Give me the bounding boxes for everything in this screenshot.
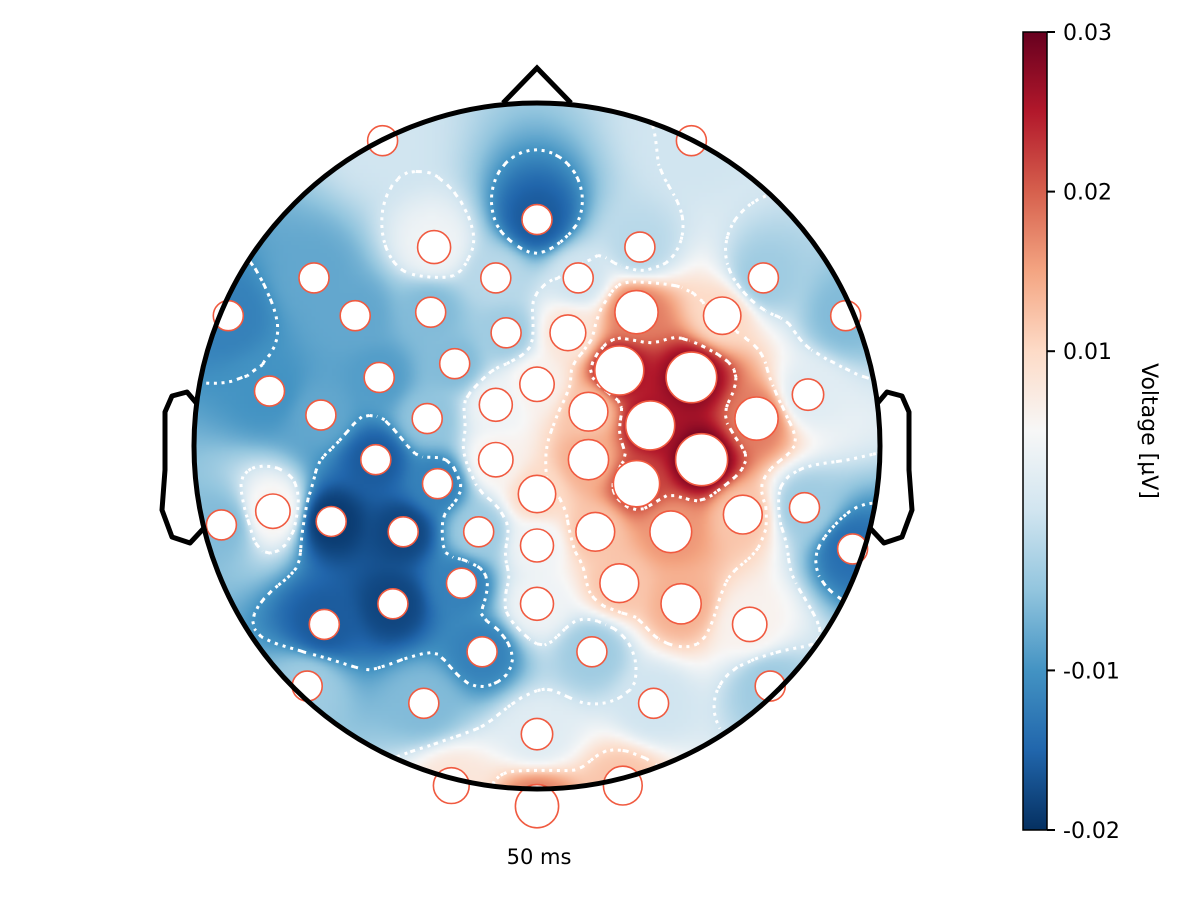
right-ear-outline [868, 389, 915, 546]
colorbar-tick-label: -0.01 [1063, 659, 1120, 684]
electrode-marker [519, 586, 555, 622]
contour-lines [194, 103, 880, 789]
electrode-marker [308, 608, 341, 641]
electrode-marker [521, 203, 553, 236]
electrode-marker [734, 396, 779, 442]
electrode-marker [291, 670, 324, 702]
electrode-marker [411, 402, 444, 435]
contour-line [194, 148, 880, 688]
electrode-marker [478, 387, 514, 423]
electrode-marker [660, 582, 703, 625]
electrode-marker [731, 606, 768, 643]
electrode-marker [649, 510, 693, 554]
electrode-marker [298, 262, 330, 294]
colorbar-tick-label: 0.01 [1063, 340, 1112, 365]
electrode-marker [614, 289, 659, 335]
electrode-marker [479, 262, 512, 294]
electrode-marker [519, 528, 555, 563]
electrode-markers [205, 124, 869, 829]
electrode-marker [612, 459, 661, 508]
colorbar-label: Voltage [µV] [1136, 363, 1161, 499]
electrode-marker [490, 316, 522, 349]
electrode-marker [466, 635, 498, 668]
electrode-marker [462, 515, 495, 548]
electrode-marker [514, 783, 560, 829]
colorbar-ticks: 0.03 0.02 0.01 -0.01 -0.02 [1047, 21, 1120, 844]
electrode-marker [517, 474, 557, 514]
head-outline [191, 100, 883, 792]
electrode-marker [477, 441, 514, 478]
electrode-marker [305, 399, 337, 431]
electrode-marker [421, 467, 454, 500]
electrode-marker [416, 229, 452, 265]
electrode-marker [363, 361, 396, 394]
electrode-marker [377, 587, 409, 620]
colorbar-tick-label: -0.02 [1063, 819, 1120, 844]
colorbar-tick-label: 0.02 [1063, 181, 1112, 206]
electrode-marker [438, 347, 471, 380]
electrode-marker [599, 562, 640, 604]
electrode-marker [414, 296, 447, 329]
electrode-marker [747, 262, 780, 294]
colorbar-gradient [1022, 31, 1048, 831]
electrode-marker [702, 296, 742, 336]
electrode-marker [315, 505, 348, 538]
electrode-marker [253, 375, 286, 407]
electrode-marker [575, 511, 616, 552]
time-label: 50 ms [507, 845, 572, 869]
electrode-marker [567, 438, 610, 481]
electrode-marker [637, 687, 670, 720]
electrode-marker [518, 366, 555, 403]
electrode-marker [254, 493, 291, 530]
electrode-marker [339, 299, 372, 332]
left-ear-outline [159, 389, 206, 546]
electrode-marker [520, 717, 554, 751]
electrode-marker [359, 443, 392, 476]
electrode-marker [665, 351, 718, 404]
electrode-marker [593, 345, 645, 396]
electrode-marker [407, 687, 440, 720]
electrode-marker [205, 509, 238, 541]
electrode-marker [791, 378, 825, 412]
electrode-marker [722, 494, 763, 535]
electrode-marker [624, 231, 656, 263]
electrode-marker [576, 635, 608, 668]
colorbar: 0.03 0.02 0.01 -0.01 -0.02 Voltage [µV] [1022, 21, 1161, 844]
electrode-marker [562, 262, 595, 294]
electrode-marker [445, 567, 478, 600]
nose-outline [501, 64, 573, 105]
electrode-marker [387, 515, 420, 548]
electrode-marker [788, 491, 821, 524]
colorbar-tick-label: 0.03 [1063, 21, 1112, 46]
electrode-marker [568, 391, 609, 432]
contour-line [239, 103, 880, 789]
electrode-marker [549, 314, 587, 352]
electrode-marker [624, 400, 676, 451]
electrode-marker [674, 432, 729, 487]
